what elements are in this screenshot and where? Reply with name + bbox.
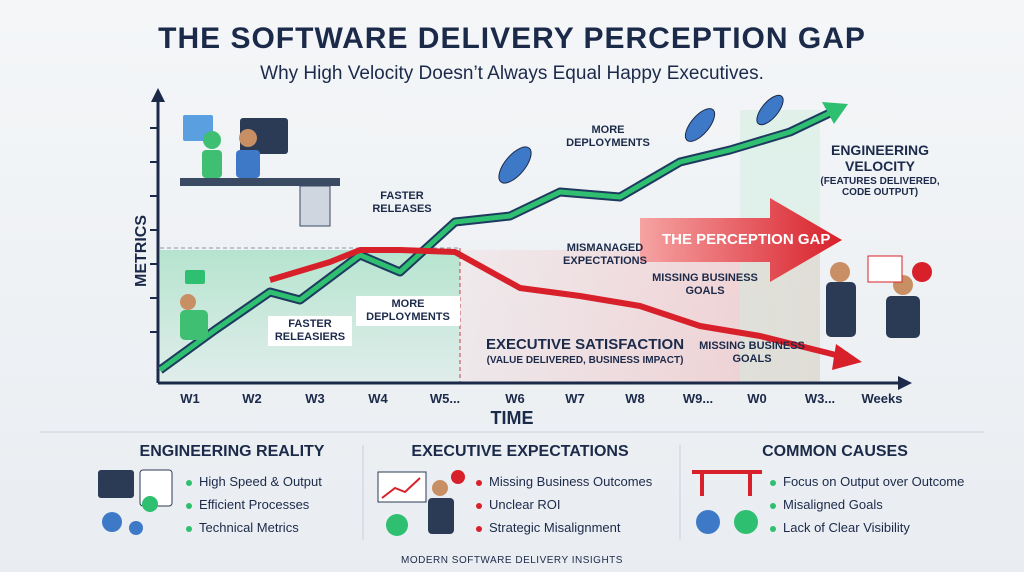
executive-illustration: [826, 255, 932, 338]
line-arrow: [832, 344, 862, 370]
x-label: W2: [242, 391, 262, 406]
annotation: MORE DEPLOYMENTS: [356, 296, 460, 326]
x-axis-label: TIME: [490, 408, 534, 428]
panel-item: Technical Metrics: [186, 520, 299, 535]
x-label: W3...: [804, 391, 836, 406]
x-label: W4: [368, 391, 388, 406]
annotation: FASTER RELEASIERS: [268, 316, 352, 346]
executive-detail: (VALUE DELIVERED, BUSINESS IMPACT): [486, 355, 684, 366]
panel-title: ENGINEERING REALITY: [139, 443, 325, 460]
engineering-velocity-line: [158, 109, 834, 373]
axis-arrow: [898, 376, 912, 390]
panel-item: Missing Business Outcomes: [476, 474, 652, 489]
x-label: Weeks: [861, 391, 903, 406]
x-label: W6: [505, 391, 525, 406]
panel-item: Unclear ROI: [476, 497, 561, 512]
panel-item: Misaligned Goals: [770, 497, 883, 512]
annotation: MISSING BUSINESS GOALS: [652, 272, 758, 297]
engineering-detail: (FEATURES DELIVERED, CODE OUTPUT): [820, 176, 940, 198]
x-label: W3: [305, 391, 325, 406]
x-label: W1: [180, 391, 200, 406]
annotation: MISMANAGED EXPECTATIONS: [563, 242, 647, 267]
line-arrow: [822, 102, 848, 124]
panel-icons: [98, 469, 762, 536]
rockets: [498, 94, 784, 184]
x-label: W5...: [429, 391, 461, 406]
footer: MODERN SOFTWARE DELIVERY INSIGHTS: [401, 555, 623, 566]
annotation: MISSING BUSINESS GOALS: [699, 340, 805, 365]
panel-title: EXECUTIVE EXPECTATIONS: [411, 443, 629, 460]
team-illustration: [180, 115, 340, 340]
panel-item: Strategic Misalignment: [476, 520, 621, 535]
y-axis-label: METRICS: [133, 215, 150, 287]
panel-item: Lack of Clear Visibility: [770, 520, 910, 535]
annotation: FASTER RELEASES: [372, 190, 432, 215]
panel-item: High Speed & Output: [186, 474, 322, 489]
x-label: W9...: [682, 391, 714, 406]
panel-item: Efficient Processes: [186, 497, 309, 512]
axis-ticks: [150, 127, 158, 333]
annotation: MORE DEPLOYMENTS: [566, 124, 650, 149]
panel-title: COMMON CAUSES: [762, 443, 908, 460]
x-label: W0: [747, 391, 767, 406]
x-label: W7: [565, 391, 585, 406]
panel-item: Focus on Output over Outcome: [770, 474, 964, 489]
gap-label: THE PERCEPTION GAP: [662, 231, 831, 248]
x-label: W8: [625, 391, 645, 406]
executive-satisfaction-line: [269, 247, 841, 359]
engineering-title: ENGINEERING VELOCITY: [830, 142, 929, 174]
subtitle: Why High Velocity Doesn’t Always Equal H…: [260, 63, 764, 84]
axis-arrow: [151, 88, 165, 102]
executive-title: EXECUTIVE SATISFACTION: [485, 336, 685, 353]
title: THE SOFTWARE DELIVERY PERCEPTION GAP: [158, 22, 866, 55]
perception-gap-arrow: [640, 198, 842, 282]
